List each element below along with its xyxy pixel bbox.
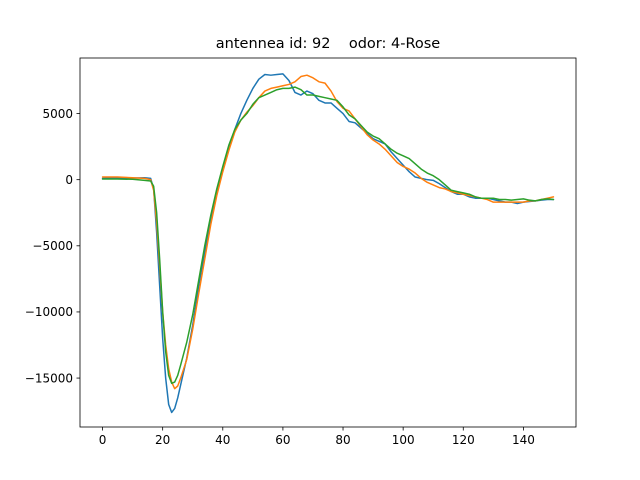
axes-frame <box>79 57 577 428</box>
x-tick-label: 100 <box>392 433 415 447</box>
y-tick-label: −5000 <box>32 239 73 253</box>
x-tick-label: 40 <box>215 433 230 447</box>
x-tick-label: 140 <box>512 433 535 447</box>
plot-area <box>101 73 555 414</box>
x-tick-label: 20 <box>155 433 170 447</box>
y-tick-label: 0 <box>65 173 73 187</box>
y-tick-label: −15000 <box>25 371 73 385</box>
x-axis: 0 20 40 60 80 100 120 140 <box>99 427 535 447</box>
y-tick-label: −10000 <box>25 305 73 319</box>
series-line-3 <box>101 86 555 385</box>
y-axis: −15000 −10000 −5000 0 5000 <box>25 107 80 385</box>
x-tick-label: 0 <box>99 433 107 447</box>
x-tick-label: 60 <box>275 433 290 447</box>
x-tick-label: 120 <box>452 433 475 447</box>
chart-title: antennea id: 92 odor: 4-Rose <box>216 36 441 52</box>
x-tick-label: 80 <box>335 433 350 447</box>
series-line-1 <box>101 73 555 414</box>
y-tick-label: 5000 <box>42 107 73 121</box>
